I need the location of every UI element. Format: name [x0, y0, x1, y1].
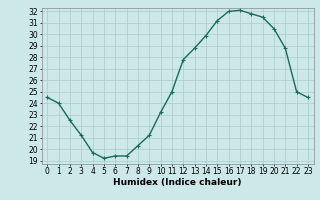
X-axis label: Humidex (Indice chaleur): Humidex (Indice chaleur)	[113, 178, 242, 187]
